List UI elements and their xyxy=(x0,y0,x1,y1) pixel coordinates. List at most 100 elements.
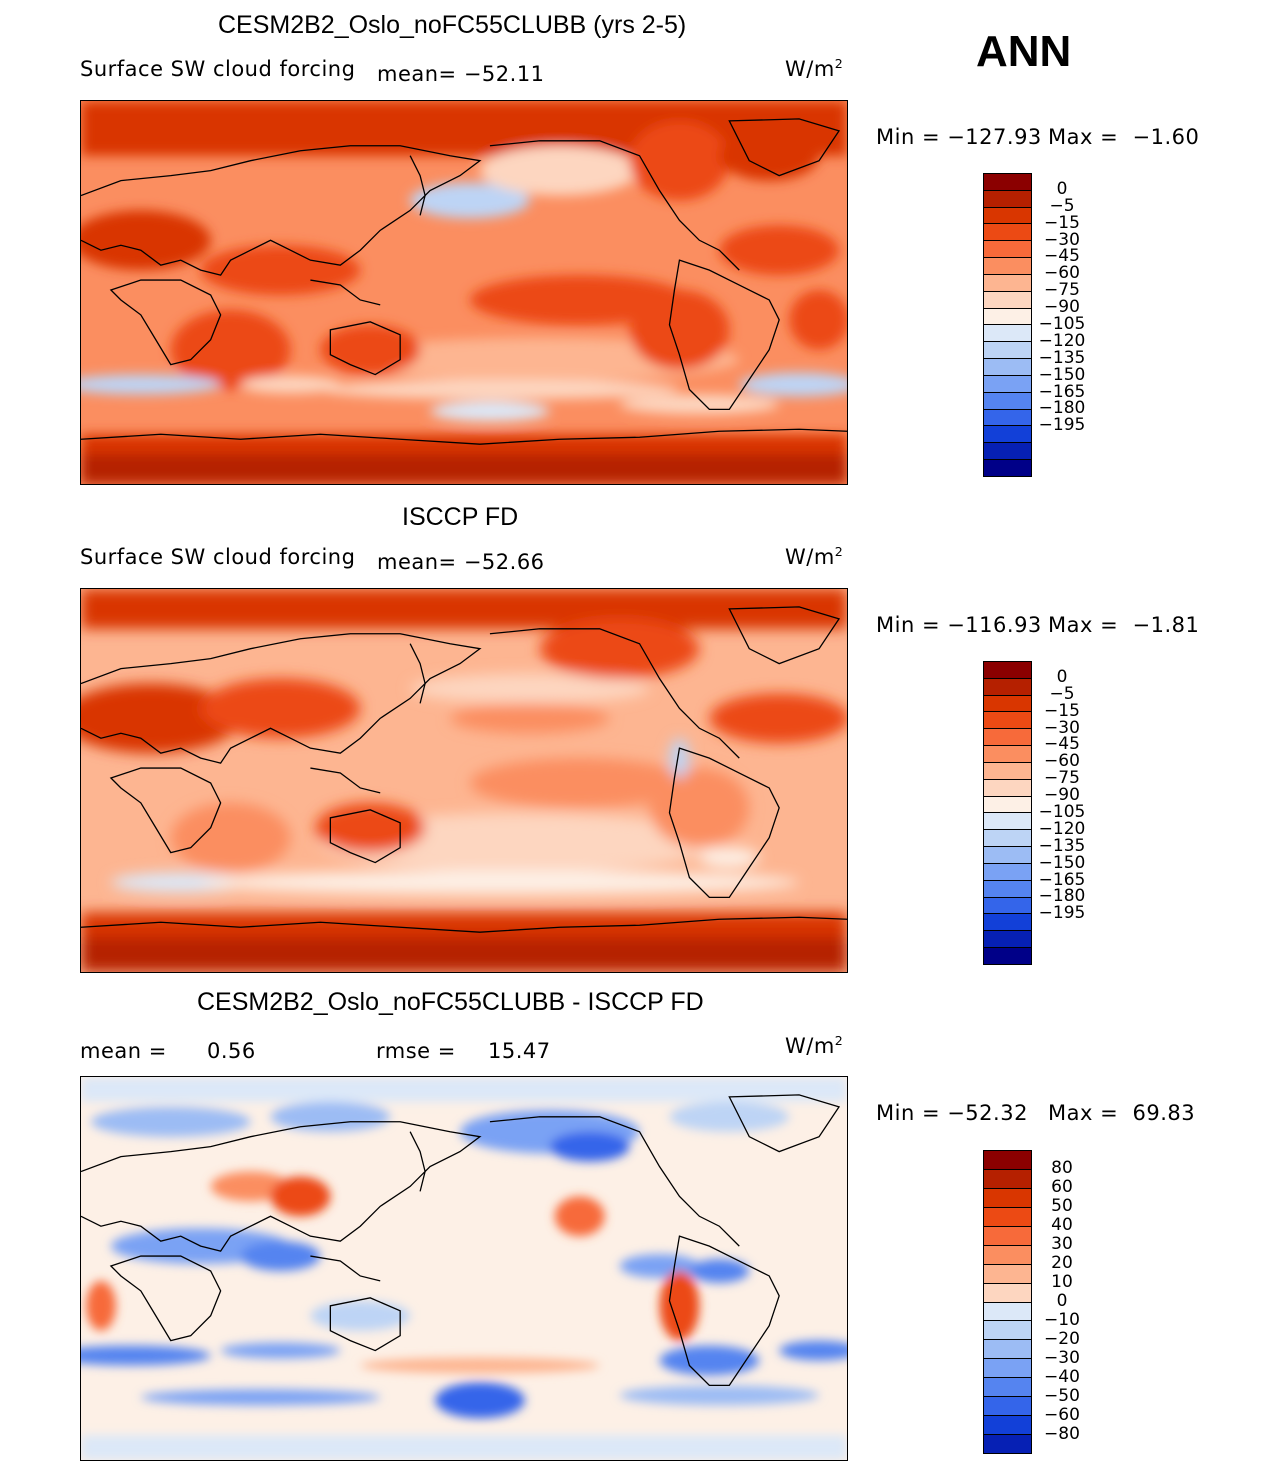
panel3-colorbar xyxy=(983,1150,1032,1454)
colorbar-swatch xyxy=(984,1207,1031,1227)
colorbar-swatch xyxy=(984,460,1031,476)
panel2-min: Min = −116.93 xyxy=(876,613,1042,637)
panel2-units: W/m2 xyxy=(785,544,844,569)
colorbar-swatch xyxy=(984,762,1031,780)
panel2-variable: Surface SW cloud forcing xyxy=(80,545,356,569)
colorbar-tick-label: 80 xyxy=(1051,1158,1073,1178)
panel2-colorbar xyxy=(983,661,1032,965)
colorbar-swatch xyxy=(984,1321,1031,1341)
panel1-max: Max = −1.60 xyxy=(1048,125,1200,149)
colorbar-tick-label: 0 xyxy=(1056,1291,1068,1311)
colorbar-tick-label: −195 xyxy=(1038,903,1086,924)
colorbar-swatch xyxy=(984,897,1031,915)
panel2-mean: mean= −52.66 xyxy=(377,550,545,574)
colorbar-swatch xyxy=(984,375,1031,393)
colorbar-swatch xyxy=(984,190,1031,208)
panel3-mean-value: 0.56 xyxy=(207,1039,256,1063)
colorbar-tick-label: −105 xyxy=(1038,314,1086,334)
colorbar-tick-label: 40 xyxy=(1051,1215,1073,1235)
colorbar-swatch xyxy=(984,847,1031,864)
colorbar-tick-label: −30 xyxy=(1044,229,1080,250)
panel2-max: Max = −1.81 xyxy=(1048,613,1200,637)
colorbar-swatch xyxy=(984,796,1031,814)
colorbar-tick-label: −60 xyxy=(1044,263,1080,284)
panel2-title: ISCCP FD xyxy=(402,503,519,531)
colorbar-tick-label: 20 xyxy=(1051,1253,1073,1273)
colorbar-tick-label: −60 xyxy=(1044,751,1080,772)
continent-outlines xyxy=(81,606,847,933)
colorbar-swatch xyxy=(984,1151,1031,1170)
colorbar-swatch xyxy=(984,1188,1031,1208)
colorbar-tick-label: −195 xyxy=(1038,415,1086,436)
panel1-mean: mean= −52.11 xyxy=(377,62,545,86)
colorbar-swatch xyxy=(984,1302,1031,1322)
colorbar-tick-label: −5 xyxy=(1049,683,1075,704)
colorbar-tick-label: −30 xyxy=(1044,1348,1080,1368)
panel3-map xyxy=(80,1076,848,1461)
season-label: ANN xyxy=(976,27,1072,76)
colorbar-swatch xyxy=(984,1435,1031,1453)
colorbar-swatch xyxy=(984,342,1031,360)
colorbar-swatch xyxy=(984,1397,1031,1417)
colorbar-tick-label: −105 xyxy=(1038,802,1086,822)
colorbar-tick-label: −60 xyxy=(1044,1405,1080,1425)
panel1-map xyxy=(80,100,848,485)
colorbar-tick-label: −165 xyxy=(1038,381,1086,402)
colorbar-swatch xyxy=(984,224,1031,242)
colorbar-tick-label: −75 xyxy=(1044,280,1080,301)
colorbar-tick-label: 60 xyxy=(1051,1177,1073,1197)
colorbar-tick-label: −135 xyxy=(1038,835,1086,856)
colorbar-tick-label: −180 xyxy=(1038,886,1086,907)
colorbar-swatch xyxy=(984,1340,1031,1360)
colorbar-swatch xyxy=(984,1264,1031,1284)
colorbar-tick-label: −150 xyxy=(1038,852,1086,873)
colorbar-swatch xyxy=(984,695,1031,713)
panel1-min: Min = −127.93 xyxy=(876,125,1042,149)
colorbar-swatch xyxy=(984,813,1031,831)
colorbar-swatch xyxy=(984,325,1031,343)
colorbar-tick-label: 30 xyxy=(1051,1234,1073,1254)
colorbar-swatch xyxy=(984,914,1031,932)
colorbar-swatch xyxy=(984,880,1031,898)
colorbar-swatch xyxy=(984,729,1031,747)
panel3-units: W/m2 xyxy=(785,1033,844,1058)
colorbar-swatch xyxy=(984,258,1031,275)
colorbar-swatch xyxy=(984,359,1031,376)
panel2-map xyxy=(80,588,848,973)
colorbar-swatch xyxy=(984,409,1031,427)
colorbar-tick-label: −40 xyxy=(1044,1367,1080,1387)
panel3-title: CESM2B2_Oslo_noFC55CLUBB - ISCCP FD xyxy=(197,988,704,1016)
colorbar-tick-label: −50 xyxy=(1044,1386,1080,1406)
colorbar-swatch xyxy=(984,1416,1031,1436)
colorbar-swatch xyxy=(984,308,1031,326)
colorbar-tick-label: −120 xyxy=(1038,818,1086,839)
colorbar-swatch xyxy=(984,426,1031,444)
colorbar-swatch xyxy=(984,174,1031,191)
colorbar-swatch xyxy=(984,863,1031,881)
colorbar-swatch xyxy=(984,1169,1031,1189)
colorbar-swatch xyxy=(984,207,1031,225)
colorbar-swatch xyxy=(984,662,1031,679)
colorbar-swatch xyxy=(984,712,1031,730)
colorbar-swatch xyxy=(984,1245,1031,1265)
colorbar-swatch xyxy=(984,443,1031,461)
colorbar-tick-label: 0 xyxy=(1056,666,1068,687)
colorbar-tick-label: −20 xyxy=(1044,1329,1080,1349)
panel3-rmse-value: 15.47 xyxy=(488,1039,551,1063)
colorbar-tick-label: −15 xyxy=(1044,700,1080,721)
panel3-mean-label: mean = xyxy=(80,1039,167,1063)
panel3-min: Min = −52.32 xyxy=(876,1101,1028,1125)
panel1-units: W/m2 xyxy=(785,56,844,81)
colorbar-tick-label: −120 xyxy=(1038,330,1086,351)
colorbar-tick-label: 0 xyxy=(1056,178,1068,199)
colorbar-tick-label: −90 xyxy=(1044,785,1080,806)
colorbar-swatch xyxy=(984,1283,1031,1303)
colorbar-tick-label: −10 xyxy=(1044,1310,1080,1330)
colorbar-swatch xyxy=(984,678,1031,696)
colorbar-tick-label: 50 xyxy=(1051,1196,1073,1216)
panel3-rmse-label: rmse = xyxy=(376,1039,456,1063)
continent-outlines xyxy=(81,118,847,445)
colorbar-tick-label: −90 xyxy=(1044,297,1080,318)
colorbar-tick-label: −15 xyxy=(1044,212,1080,233)
colorbar-swatch xyxy=(984,1359,1031,1379)
